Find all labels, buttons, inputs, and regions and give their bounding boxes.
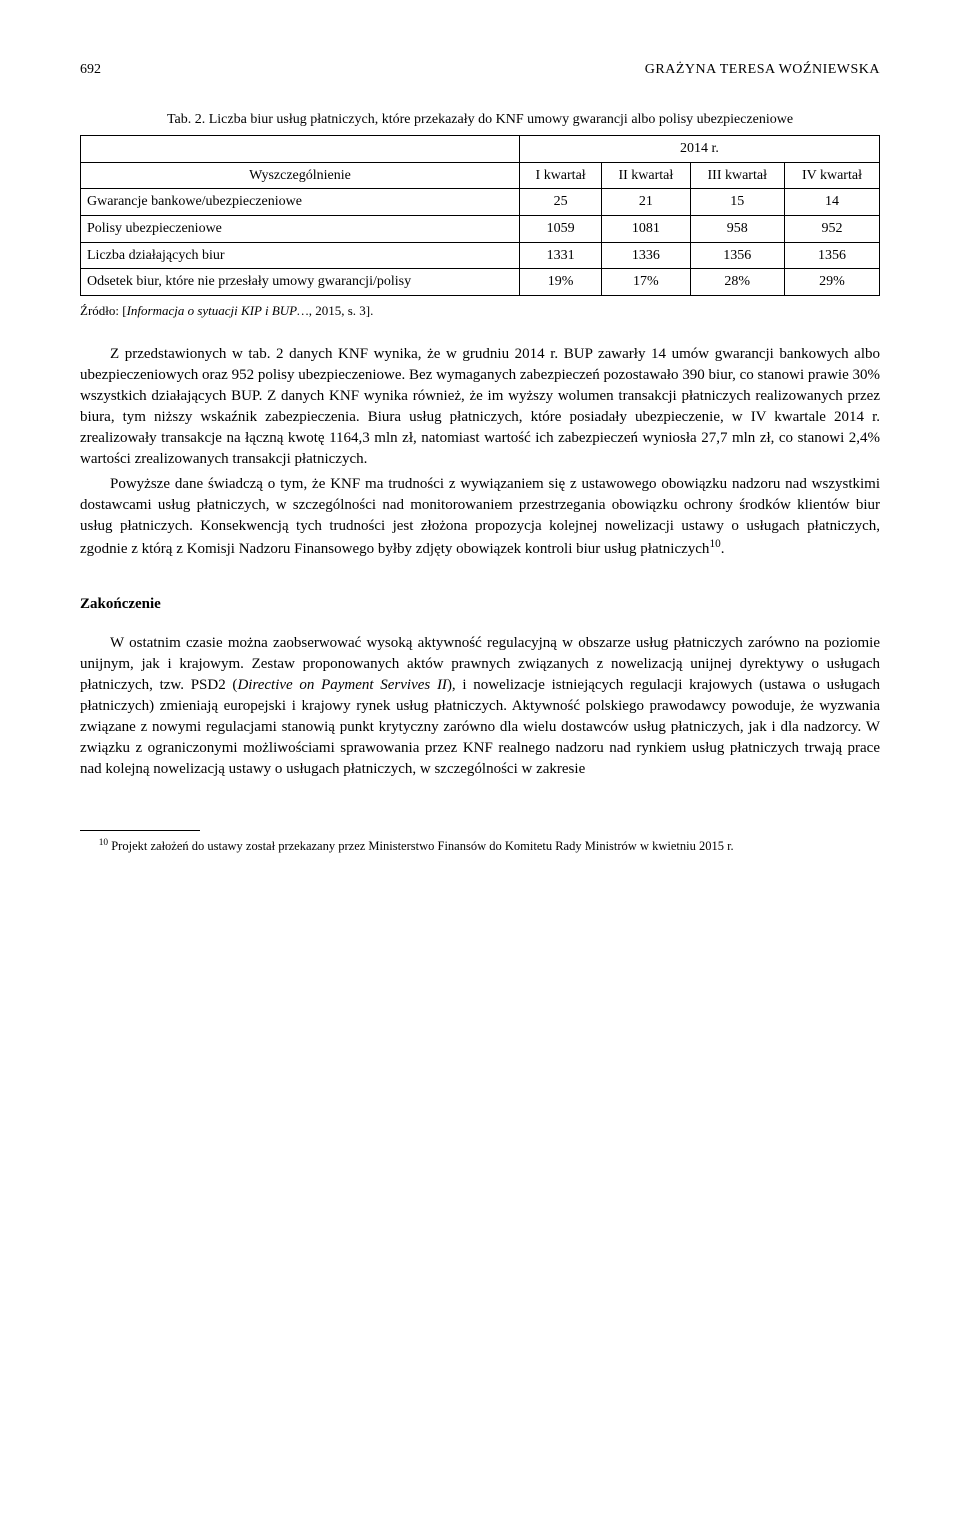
table-cell: 29% xyxy=(784,269,879,296)
table-row-label: Polisy ubezpieczeniowe xyxy=(81,215,520,242)
table-header-row: Wyszczególnienie I kwartał II kwartał II… xyxy=(81,162,880,189)
footnote-separator xyxy=(80,830,200,831)
body-paragraph: Z przedstawionych w tab. 2 danych KNF wy… xyxy=(80,344,880,470)
table-cell: 21 xyxy=(602,189,690,216)
page-header: 692 GRAŻYNA TERESA WOŹNIEWSKA xyxy=(80,60,880,80)
table-row: Polisy ubezpieczeniowe 1059 1081 958 952 xyxy=(81,215,880,242)
footnote-marker: 10 xyxy=(99,838,108,848)
footnote: 10 Projekt założeń do ustawy został prze… xyxy=(80,837,880,856)
table-corner-cell xyxy=(81,136,520,163)
table-cell: 28% xyxy=(690,269,784,296)
footnote-text: Projekt założeń do ustawy został przekaz… xyxy=(108,839,734,853)
table-caption: Tab. 2. Liczba biur usług płatniczych, k… xyxy=(80,110,880,130)
table-cell: 14 xyxy=(784,189,879,216)
data-table: 2014 r. Wyszczególnienie I kwartał II kw… xyxy=(80,135,880,296)
section-heading: Zakończenie xyxy=(80,594,880,615)
footnote-ref: 10 xyxy=(709,538,720,550)
table-row-label: Gwarancje bankowe/ubezpieczeniowe xyxy=(81,189,520,216)
table-col-header: III kwartał xyxy=(690,162,784,189)
table-col-header: Wyszczególnienie xyxy=(81,162,520,189)
paragraph-italic: Directive on Payment Servives II xyxy=(237,677,447,693)
paragraph-text: . xyxy=(721,541,725,557)
table-cell: 958 xyxy=(690,215,784,242)
table-cell: 1059 xyxy=(519,215,601,242)
table-col-header: II kwartał xyxy=(602,162,690,189)
body-paragraph: Powyższe dane świadczą o tym, że KNF ma … xyxy=(80,474,880,560)
table-row-label: Liczba działających biur xyxy=(81,242,520,269)
table-year-row: 2014 r. xyxy=(81,136,880,163)
table-cell: 15 xyxy=(690,189,784,216)
table-cell: 25 xyxy=(519,189,601,216)
page-number: 692 xyxy=(80,60,101,80)
source-italic: Informacja o sytuacji KIP i BUP… xyxy=(127,303,309,318)
table-cell: 17% xyxy=(602,269,690,296)
table-col-header: IV kwartał xyxy=(784,162,879,189)
source-prefix: Źródło: [ xyxy=(80,303,127,318)
table-cell: 1336 xyxy=(602,242,690,269)
paragraph-text: Powyższe dane świadczą o tym, że KNF ma … xyxy=(80,476,880,557)
table-cell: 1356 xyxy=(784,242,879,269)
table-cell: 952 xyxy=(784,215,879,242)
table-row-label: Odsetek biur, które nie przesłały umowy … xyxy=(81,269,520,296)
table-cell: 1081 xyxy=(602,215,690,242)
table-source: Źródło: [Informacja o sytuacji KIP i BUP… xyxy=(80,302,880,320)
source-suffix: , 2015, s. 3]. xyxy=(309,303,374,318)
table-row: Odsetek biur, które nie przesłały umowy … xyxy=(81,269,880,296)
running-head: GRAŻYNA TERESA WOŹNIEWSKA xyxy=(645,60,880,80)
conclusion-paragraph: W ostatnim czasie można zaobserwować wys… xyxy=(80,633,880,780)
table-row: Gwarancje bankowe/ubezpieczeniowe 25 21 … xyxy=(81,189,880,216)
table-row: Liczba działających biur 1331 1336 1356 … xyxy=(81,242,880,269)
table-cell: 1331 xyxy=(519,242,601,269)
table-cell: 19% xyxy=(519,269,601,296)
table-year-header: 2014 r. xyxy=(519,136,879,163)
table-cell: 1356 xyxy=(690,242,784,269)
table-col-header: I kwartał xyxy=(519,162,601,189)
